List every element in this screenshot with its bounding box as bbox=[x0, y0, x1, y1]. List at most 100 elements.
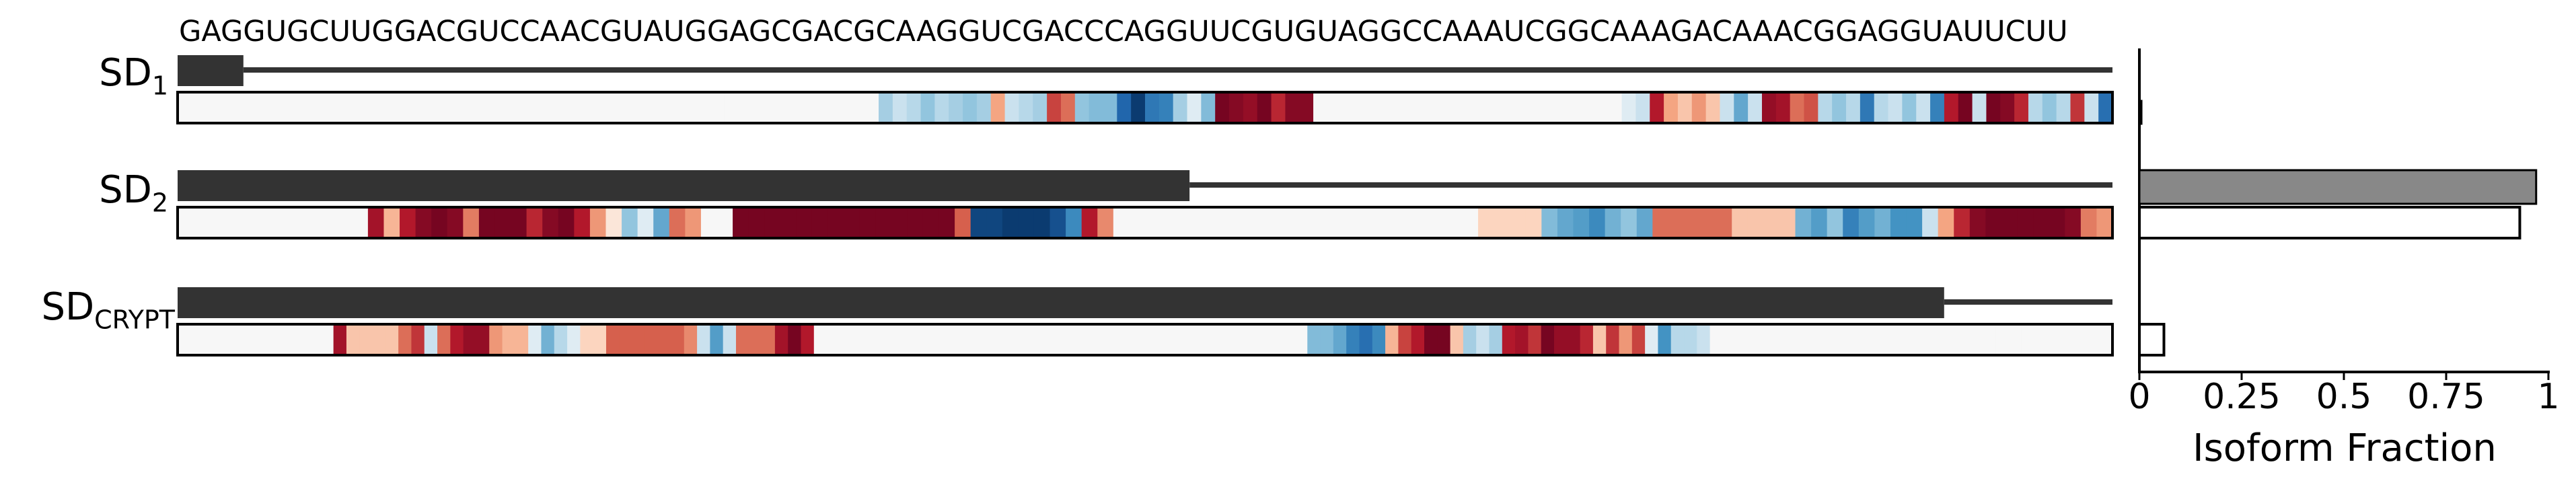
heatmap-cell bbox=[735, 324, 749, 355]
heatmap-cell bbox=[1192, 207, 1209, 238]
heatmap-cell bbox=[1858, 207, 1875, 238]
x-axis-label: Isoform Fraction bbox=[2193, 426, 2497, 470]
heatmap-cell bbox=[1272, 207, 1288, 238]
heatmap-cell bbox=[489, 324, 503, 355]
heatmap-cell bbox=[1906, 207, 1923, 238]
x-tick-label: 0.25 bbox=[2203, 377, 2281, 417]
heatmap-cell bbox=[1131, 92, 1146, 123]
heatmap-cell bbox=[1954, 207, 1971, 238]
heatmap-cell bbox=[1320, 324, 1334, 355]
heatmap-cell bbox=[1972, 92, 1987, 123]
heatmap-cell bbox=[697, 324, 710, 355]
heatmap-cell bbox=[637, 207, 654, 238]
heatmap-cell bbox=[248, 92, 262, 123]
row-label-sub: 2 bbox=[151, 188, 168, 218]
heatmap-cell bbox=[1414, 207, 1431, 238]
heatmap-cell bbox=[1177, 207, 1193, 238]
heatmap-cell bbox=[1446, 207, 1463, 238]
heatmap-cell bbox=[1866, 324, 1880, 355]
heatmap-cell bbox=[411, 324, 425, 355]
heatmap-cell bbox=[415, 207, 432, 238]
heatmap-cell bbox=[684, 324, 698, 355]
heatmap-cell bbox=[528, 324, 542, 355]
sequence-panel bbox=[176, 55, 2114, 356]
heatmap-cell bbox=[827, 207, 844, 238]
heatmap-cell bbox=[209, 207, 226, 238]
heatmap-cell bbox=[1367, 207, 1384, 238]
heatmap-cell bbox=[850, 92, 865, 123]
bar-observed bbox=[2138, 206, 2522, 239]
heatmap-cell bbox=[724, 92, 739, 123]
heatmap-cell bbox=[1066, 207, 1082, 238]
row-label-main: SD bbox=[99, 168, 152, 212]
heatmap-cell bbox=[1481, 92, 1496, 123]
heatmap-cell bbox=[242, 324, 256, 355]
heatmap-cell bbox=[1982, 324, 1996, 355]
heatmap-cell bbox=[2096, 207, 2113, 238]
heatmap-cell bbox=[1554, 324, 1568, 355]
heatmap-cell bbox=[801, 324, 815, 355]
heatmap-cell bbox=[1256, 207, 1273, 238]
heatmap-cell bbox=[216, 324, 230, 355]
heatmap-cell bbox=[463, 324, 477, 355]
heatmap-cell bbox=[402, 92, 416, 123]
heatmap-cell bbox=[1074, 92, 1090, 123]
heatmap-cell bbox=[383, 207, 400, 238]
heatmap-cell bbox=[1351, 207, 1368, 238]
heatmap-cell bbox=[346, 324, 360, 355]
heatmap-cell bbox=[766, 92, 781, 123]
heatmap-cell bbox=[827, 324, 840, 355]
heatmap-cell bbox=[542, 92, 557, 123]
heatmap-cell bbox=[1073, 324, 1087, 355]
heatmap-cell bbox=[367, 207, 385, 238]
heatmap-cell bbox=[1515, 324, 1529, 355]
heatmap-cell bbox=[1922, 207, 1939, 238]
heatmap-cell bbox=[1424, 324, 1438, 355]
heatmap-cell bbox=[514, 92, 529, 123]
heatmap-cell bbox=[303, 92, 319, 123]
heatmap-cell bbox=[749, 324, 763, 355]
heatmap-cell bbox=[1151, 324, 1165, 355]
heatmap-cell bbox=[268, 324, 283, 355]
heatmap-cell bbox=[388, 92, 403, 123]
heatmap-cell bbox=[1748, 92, 1763, 123]
sequence-row bbox=[176, 170, 2114, 239]
heatmap-cell bbox=[996, 324, 1009, 355]
heatmap-cell bbox=[304, 207, 321, 238]
heatmap-cell bbox=[1476, 324, 1490, 355]
heatmap-cell bbox=[1734, 92, 1749, 123]
exon-bar bbox=[178, 287, 1944, 318]
heatmap-cell bbox=[359, 324, 373, 355]
heatmap-cell bbox=[866, 324, 879, 355]
heatmap-cell bbox=[1995, 324, 2010, 355]
heatmap-cell bbox=[1299, 92, 1314, 123]
heatmap-cell bbox=[570, 92, 585, 123]
heatmap-cell bbox=[2000, 92, 2015, 123]
heatmap-cell bbox=[1033, 207, 1051, 238]
heatmap-cell bbox=[542, 207, 559, 238]
heatmap-cell bbox=[500, 92, 515, 123]
heatmap-cell bbox=[318, 92, 332, 123]
heatmap-cell bbox=[1891, 324, 1905, 355]
heatmap-cell bbox=[1372, 324, 1386, 355]
heatmap-cell bbox=[1467, 92, 1482, 123]
x-tick-label: 0 bbox=[2128, 377, 2150, 417]
heatmap-cell bbox=[430, 92, 445, 123]
heatmap-cell bbox=[528, 92, 543, 123]
heatmap-cell bbox=[1087, 324, 1101, 355]
heatmap-cell bbox=[640, 92, 655, 123]
heatmap-cell bbox=[1567, 324, 1581, 355]
heatmap-cell bbox=[598, 92, 613, 123]
heatmap-cell bbox=[1709, 324, 1724, 355]
heatmap-cell bbox=[2021, 324, 2035, 355]
heatmap-cell bbox=[1398, 324, 1412, 355]
heatmap-cell bbox=[1827, 207, 1843, 238]
heatmap-cell bbox=[668, 92, 683, 123]
heatmap-cell bbox=[1878, 324, 1892, 355]
heatmap-cell bbox=[1958, 92, 1973, 123]
heatmap-cell bbox=[907, 207, 924, 238]
heatmap-cell bbox=[1605, 207, 1621, 238]
heatmap-cell bbox=[1385, 324, 1399, 355]
heatmap-cell bbox=[1668, 207, 1685, 238]
heatmap-cell bbox=[1852, 324, 1866, 355]
